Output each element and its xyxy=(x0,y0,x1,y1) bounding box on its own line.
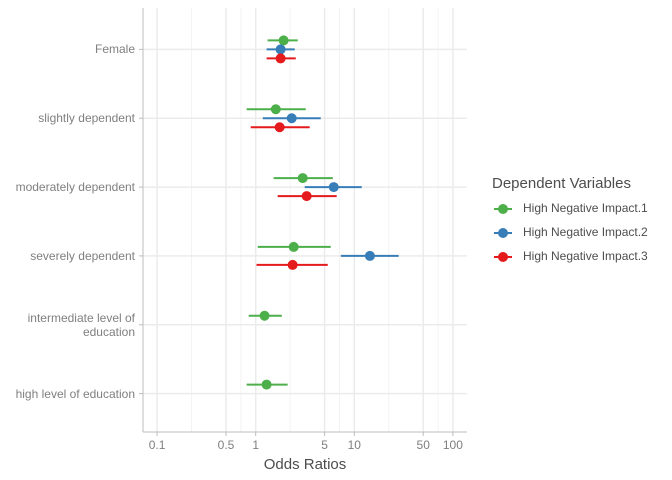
x-tick-label: 5 xyxy=(321,438,328,452)
point xyxy=(259,310,270,321)
point xyxy=(328,182,339,193)
legend-key-point xyxy=(498,204,508,214)
legend-label: High Negative Impact.1 xyxy=(523,201,648,215)
point xyxy=(287,259,298,270)
legend-key-point xyxy=(498,228,508,238)
point xyxy=(301,191,312,202)
legend-key-point xyxy=(498,252,508,262)
x-tick-label: 100 xyxy=(443,438,463,452)
point xyxy=(286,113,297,124)
y-tick-label: Female xyxy=(94,42,135,57)
x-tick-label: 50 xyxy=(417,438,431,452)
y-tick-label: intermediate level of education xyxy=(27,310,135,339)
legend-label: High Negative Impact.3 xyxy=(523,249,648,263)
point xyxy=(278,35,289,46)
y-tick-label: severely dependent xyxy=(30,248,135,263)
x-axis-title: Odds Ratios xyxy=(264,456,347,473)
x-tick-label: 0.1 xyxy=(149,438,166,452)
point xyxy=(364,250,375,261)
point xyxy=(274,122,285,133)
point xyxy=(275,44,286,55)
legend-label: High Negative Impact.2 xyxy=(523,225,648,239)
point xyxy=(275,53,286,64)
point xyxy=(288,241,299,252)
grid xyxy=(143,8,467,432)
x-tick-label: 0.5 xyxy=(218,438,235,452)
x-tick-label: 10 xyxy=(348,438,362,452)
y-tick-label: slightly dependent xyxy=(38,111,135,126)
point xyxy=(270,104,281,115)
x-tick-label: 1 xyxy=(252,438,259,452)
y-tick-label: high level of education xyxy=(15,386,135,401)
y-tick-label: moderately dependent xyxy=(15,180,135,195)
point xyxy=(261,379,272,390)
legend-title: Dependent Variables xyxy=(492,175,631,192)
point xyxy=(297,173,308,184)
